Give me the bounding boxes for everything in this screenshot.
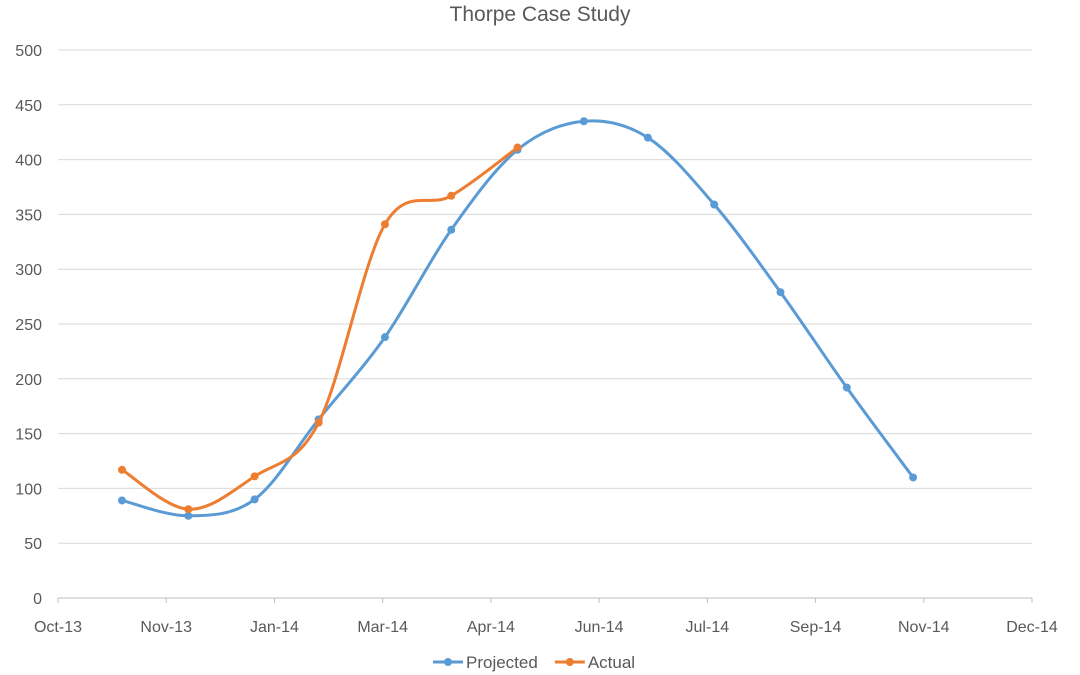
data-point <box>842 383 851 392</box>
series-line <box>120 119 915 518</box>
data-point <box>776 288 785 297</box>
data-point <box>447 191 456 200</box>
gridlines <box>58 49 1032 599</box>
x-tick-label: Sep-14 <box>790 619 842 636</box>
x-tick-label: Apr-14 <box>467 619 515 636</box>
y-tick-label: 400 <box>15 153 42 170</box>
data-point <box>184 505 193 514</box>
data-point <box>380 220 389 229</box>
legend-marker-icon <box>444 658 452 666</box>
series-line <box>120 146 520 511</box>
x-tick-label: Mar-14 <box>357 619 408 636</box>
data-point <box>643 133 652 142</box>
x-tick-label: Jul-14 <box>686 619 730 636</box>
data-point <box>118 496 127 505</box>
data-point <box>118 465 127 474</box>
data-point <box>184 511 193 520</box>
y-tick-label: 150 <box>15 427 42 444</box>
y-tick-label: 300 <box>15 262 42 279</box>
legend-label: Actual <box>588 653 635 672</box>
x-tick-label: Jan-14 <box>250 619 299 636</box>
data-point <box>909 473 918 482</box>
chart-title: Thorpe Case Study <box>450 3 631 26</box>
y-tick-label: 200 <box>15 372 42 389</box>
data-point <box>710 200 719 209</box>
x-tick-label: Oct-13 <box>34 619 82 636</box>
y-tick-label: 250 <box>15 317 42 334</box>
x-tick-label: Nov-14 <box>898 619 950 636</box>
y-tick-label: 100 <box>15 481 42 498</box>
series-projected <box>118 117 918 520</box>
legend-item-projected: Projected <box>433 653 538 672</box>
y-tick-label: 500 <box>15 43 42 60</box>
y-axis: 0 50 100 150 200 250 300 350 400 450 500 <box>15 43 42 608</box>
x-tick-label: Nov-13 <box>140 619 192 636</box>
data-point <box>314 418 323 427</box>
x-tick-label: Dec-14 <box>1006 619 1058 636</box>
legend: Projected Actual <box>433 653 635 672</box>
y-tick-label: 50 <box>24 536 42 553</box>
x-axis: Oct-13 Nov-13 Jan-14 Mar-14 Apr-14 Jun-14 Jul-… <box>34 598 1058 636</box>
series-actual <box>118 143 522 514</box>
data-point <box>380 333 389 342</box>
y-tick-label: 0 <box>33 591 42 608</box>
data-point <box>250 495 259 504</box>
legend-marker-icon <box>565 658 574 666</box>
data-point <box>513 143 522 152</box>
data-point <box>250 472 259 481</box>
series-layer <box>118 117 918 520</box>
data-point <box>447 225 456 234</box>
y-tick-label: 350 <box>15 207 42 224</box>
legend-item-actual: Actual <box>554 653 635 672</box>
x-tick-label: Jun-14 <box>575 619 624 636</box>
data-point <box>579 117 588 126</box>
y-tick-label: 450 <box>15 98 42 115</box>
legend-label: Projected <box>466 653 538 672</box>
